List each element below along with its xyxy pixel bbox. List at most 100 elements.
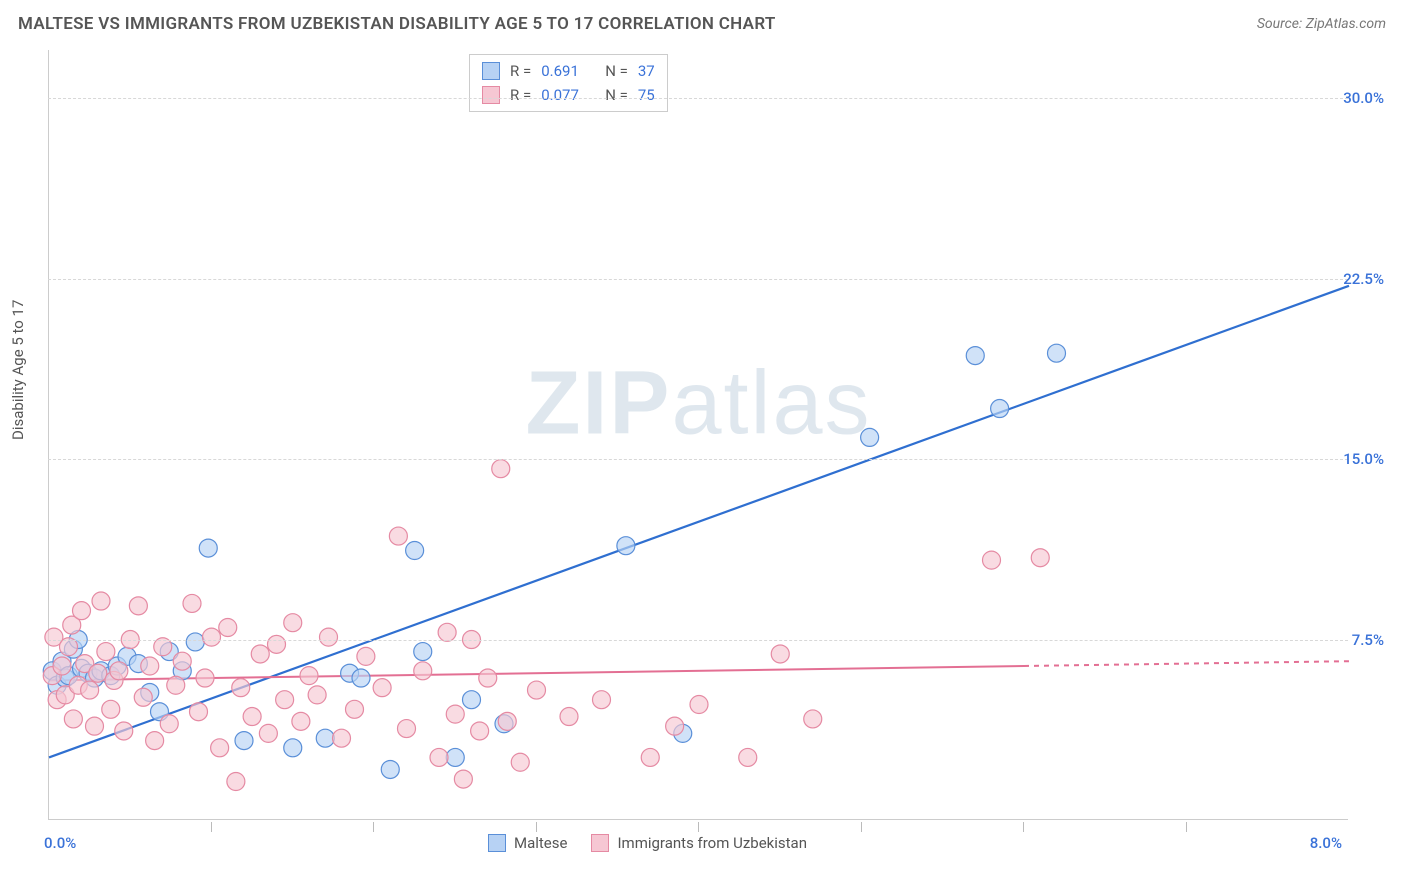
swatch-maltese (482, 62, 500, 80)
point-uzbek (73, 602, 91, 620)
x-tick (211, 822, 212, 832)
point-uzbek (92, 592, 110, 610)
point-maltese (381, 760, 399, 778)
point-uzbek (81, 681, 99, 699)
point-maltese (617, 537, 635, 555)
swatch-uzbek (482, 86, 500, 104)
gridline (48, 640, 1348, 641)
point-uzbek (1031, 549, 1049, 567)
point-uzbek (446, 705, 464, 723)
point-uzbek (389, 527, 407, 545)
point-maltese (235, 732, 253, 750)
point-uzbek (479, 669, 497, 687)
swatch (591, 834, 609, 852)
point-uzbek (146, 732, 164, 750)
point-uzbek (97, 643, 115, 661)
point-uzbek (593, 691, 611, 709)
point-uzbek (666, 717, 684, 735)
point-uzbek (173, 652, 191, 670)
point-uzbek (320, 628, 338, 646)
x-tick (373, 822, 374, 832)
y-tick-label: 7.5% (1352, 631, 1384, 649)
point-uzbek (219, 619, 237, 637)
point-maltese (414, 643, 432, 661)
point-uzbek (357, 647, 375, 665)
y-tick-label: 22.5% (1343, 270, 1384, 288)
point-maltese (316, 729, 334, 747)
point-uzbek (398, 720, 416, 738)
point-uzbek (498, 712, 516, 730)
point-maltese (284, 739, 302, 757)
point-uzbek (739, 748, 757, 766)
point-uzbek (308, 686, 326, 704)
point-uzbek (160, 715, 178, 733)
x-tick (536, 822, 537, 832)
point-uzbek (141, 657, 159, 675)
point-uzbek (333, 729, 351, 747)
point-uzbek (641, 748, 659, 766)
gridline (48, 459, 1348, 460)
point-uzbek (190, 703, 208, 721)
point-uzbek (203, 628, 221, 646)
y-tick-label: 15.0% (1343, 450, 1384, 468)
swatch (488, 834, 506, 852)
x-tick (698, 822, 699, 832)
point-uzbek (430, 748, 448, 766)
point-uzbek (134, 688, 152, 706)
point-uzbek (183, 594, 201, 612)
plot-area: ZIPatlas R =0.691N =37R =0.077N =75 (48, 50, 1348, 820)
x-tick (861, 822, 862, 832)
point-uzbek (276, 691, 294, 709)
point-uzbek (259, 724, 277, 742)
point-uzbek (492, 460, 510, 478)
series-legend: MalteseImmigrants from Uzbekistan (488, 834, 807, 852)
point-uzbek (110, 662, 128, 680)
x-axis-max: 8.0% (1310, 834, 1342, 852)
gridline (48, 279, 1348, 280)
point-uzbek (528, 681, 546, 699)
x-tick (1186, 822, 1187, 832)
point-uzbek (53, 657, 71, 675)
trend-line-uzbek-ext (1024, 661, 1349, 666)
trend-line-uzbek (49, 666, 1024, 680)
stats-row-maltese: R =0.691N =37 (482, 59, 655, 83)
point-maltese (463, 691, 481, 709)
point-uzbek (86, 717, 104, 735)
stats-legend: R =0.691N =37R =0.077N =75 (469, 54, 668, 112)
x-axis-min: 0.0% (44, 834, 76, 852)
stats-row-uzbek: R =0.077N =75 (482, 83, 655, 107)
point-maltese (966, 347, 984, 365)
point-maltese (199, 539, 217, 557)
point-maltese (991, 400, 1009, 418)
point-maltese (861, 428, 879, 446)
point-uzbek (454, 770, 472, 788)
correlation-chart: ZIPatlas R =0.691N =37R =0.077N =75 7.5%… (48, 50, 1388, 850)
y-tick-label: 30.0% (1343, 89, 1384, 107)
point-uzbek (211, 739, 229, 757)
point-maltese (1048, 344, 1066, 362)
point-uzbek (471, 722, 489, 740)
point-uzbek (300, 667, 318, 685)
point-uzbek (771, 645, 789, 663)
point-uzbek (292, 712, 310, 730)
point-uzbek (346, 700, 364, 718)
point-uzbek (983, 551, 1001, 569)
point-uzbek (102, 700, 120, 718)
point-maltese (446, 748, 464, 766)
point-uzbek (243, 708, 261, 726)
point-maltese (406, 542, 424, 560)
point-uzbek (284, 614, 302, 632)
point-uzbek (89, 664, 107, 682)
point-uzbek (560, 708, 578, 726)
point-uzbek (196, 669, 214, 687)
point-uzbek (414, 662, 432, 680)
point-uzbek (251, 645, 269, 663)
point-uzbek (227, 773, 245, 791)
point-uzbek (129, 597, 147, 615)
point-uzbek (268, 635, 286, 653)
gridline (48, 98, 1348, 99)
source-label: Source: ZipAtlas.com (1257, 16, 1386, 32)
legend-item: Immigrants from Uzbekistan (591, 834, 807, 852)
y-axis-label: Disability Age 5 to 17 (9, 300, 27, 440)
x-tick (1023, 822, 1024, 832)
